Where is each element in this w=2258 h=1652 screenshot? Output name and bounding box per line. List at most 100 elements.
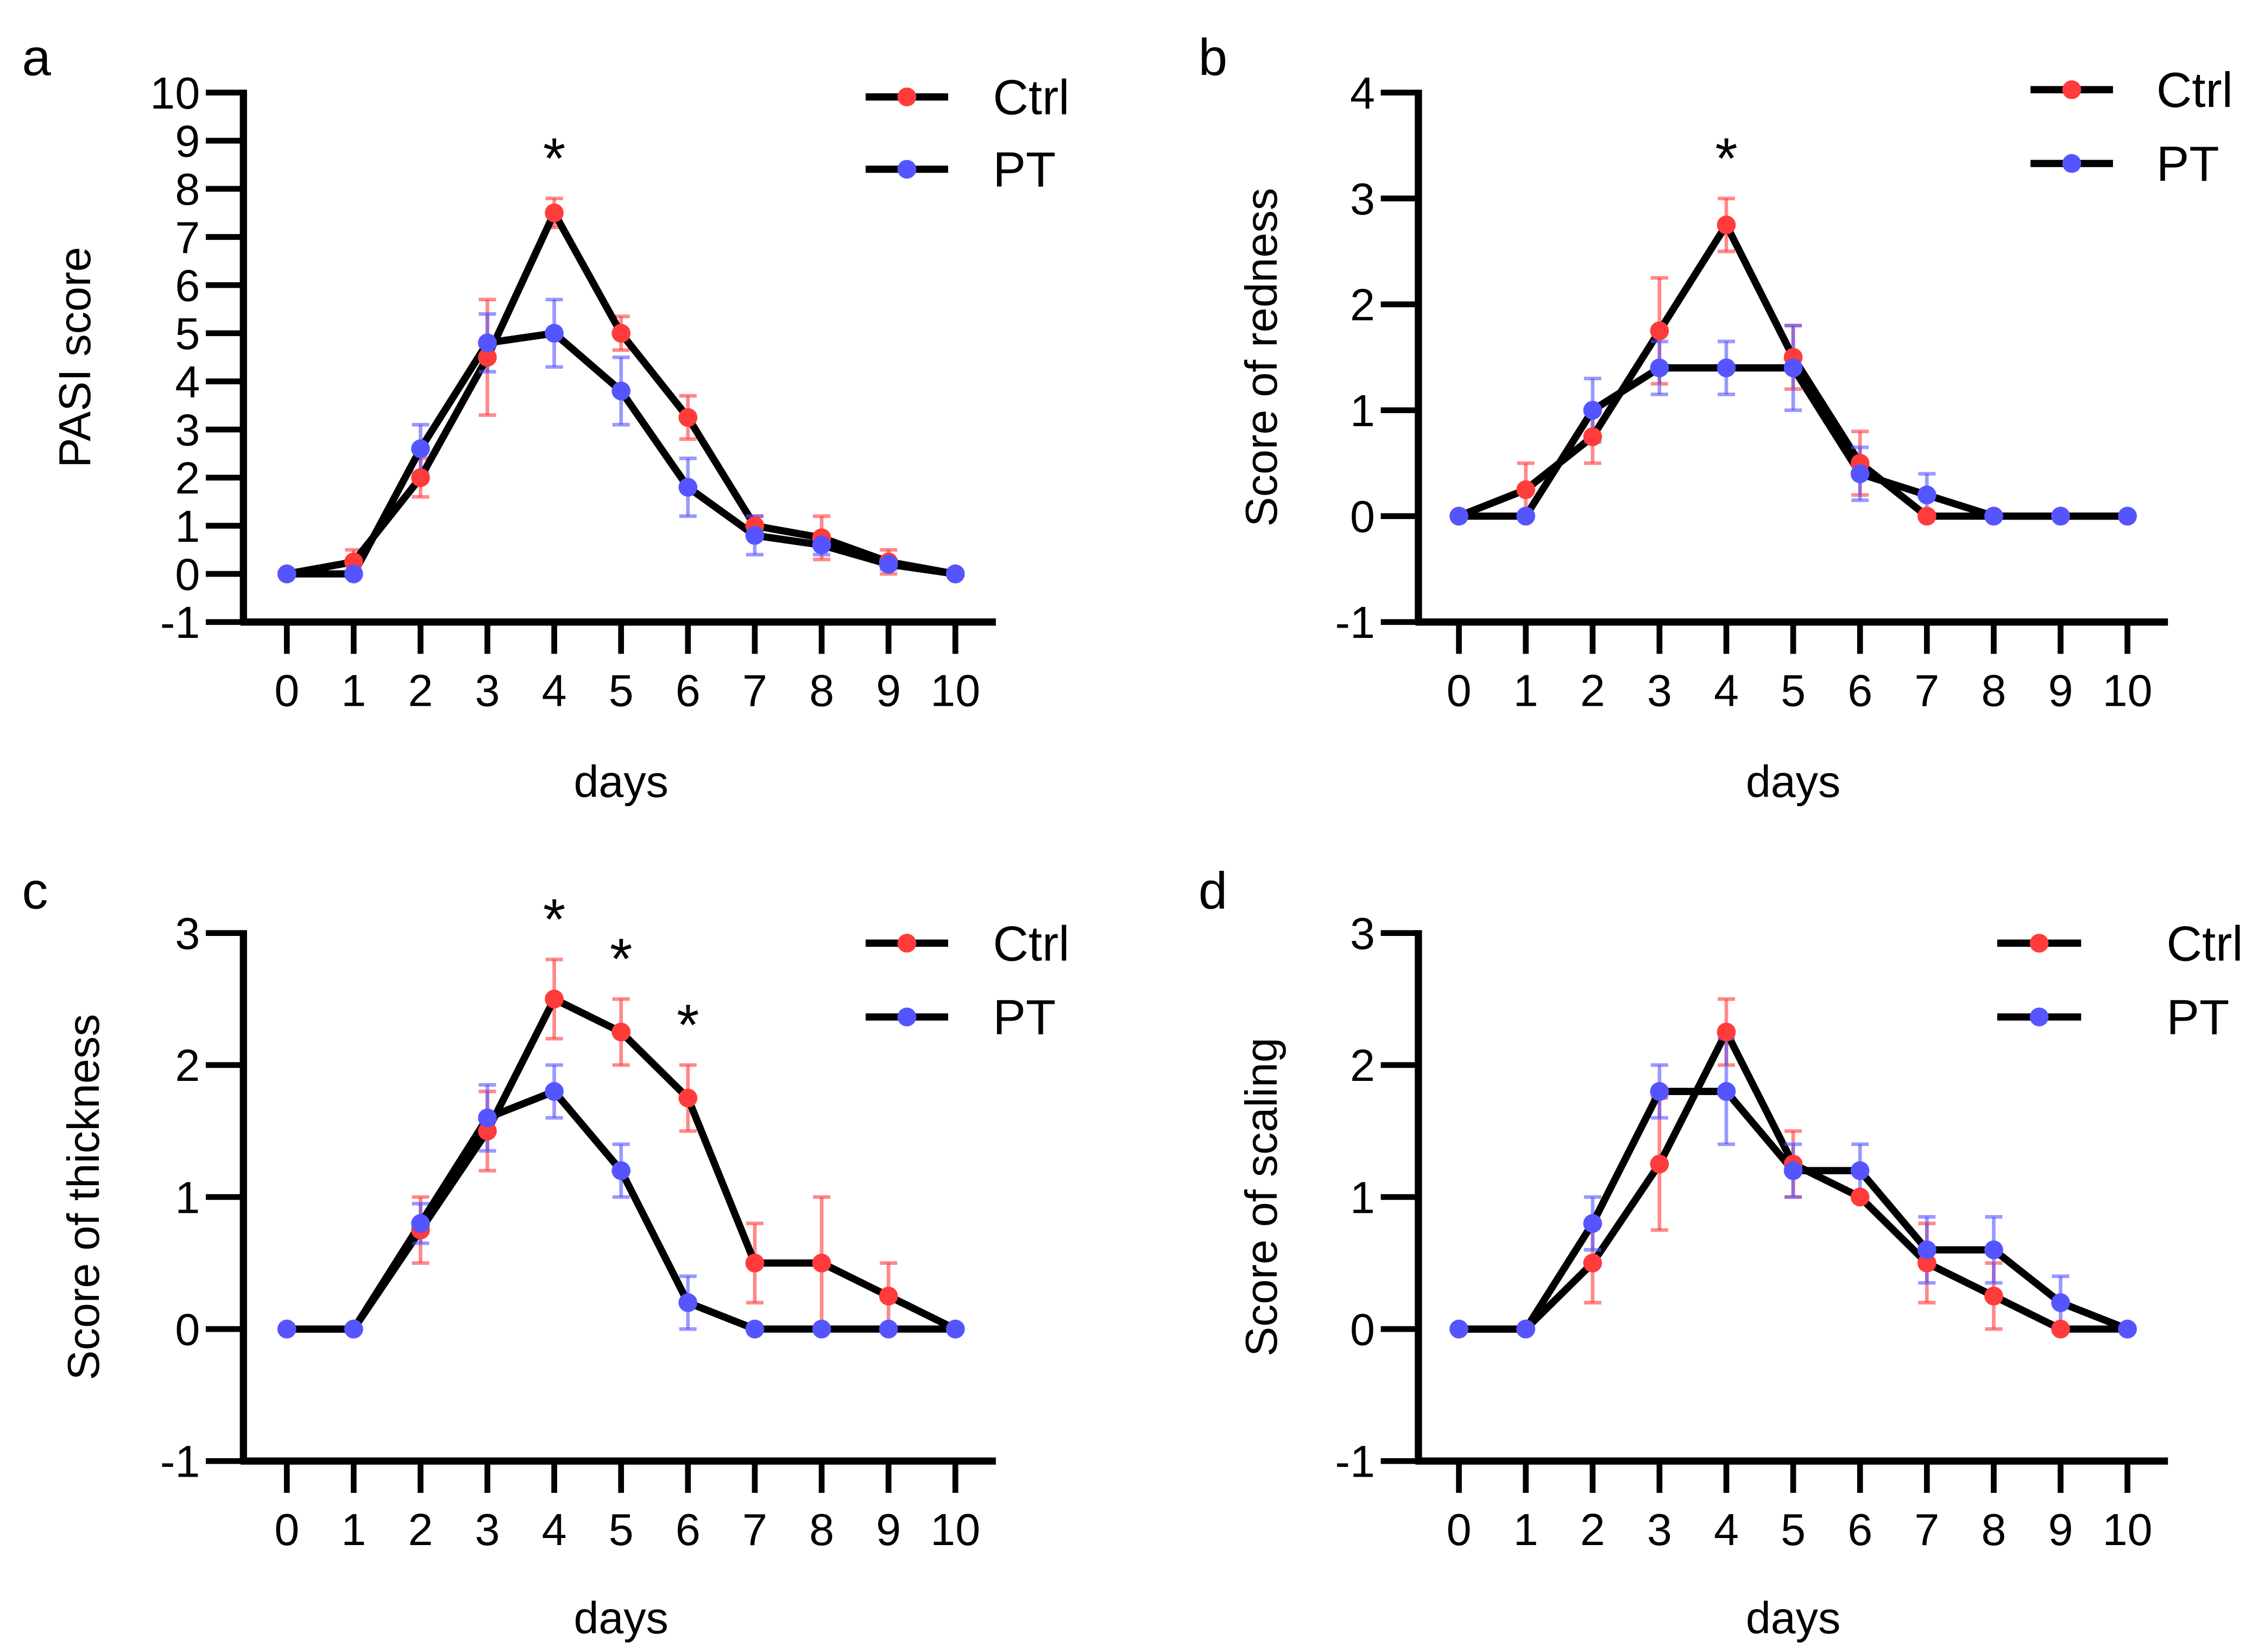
data-point — [1984, 1240, 2003, 1259]
data-point — [1984, 507, 2003, 526]
x-tick-label: 8 — [1981, 1504, 2006, 1555]
y-tick-label: 3 — [175, 404, 200, 455]
y-tick-label: 3 — [175, 908, 200, 959]
y-tick-label: 2 — [175, 453, 200, 503]
x-tick-label: 6 — [676, 1504, 701, 1555]
data-point — [1516, 1319, 1535, 1339]
data-point — [1583, 401, 1603, 420]
data-point — [1917, 485, 1937, 505]
data-point — [2051, 507, 2070, 526]
data-point — [2118, 507, 2137, 526]
x-tick-label: 10 — [930, 1504, 980, 1555]
x-tick-label: 4 — [542, 1504, 567, 1555]
x-tick-label: 2 — [1580, 665, 1605, 716]
series-markers-pt — [1449, 1082, 2137, 1339]
series-line — [287, 1087, 956, 1333]
series-pt — [1459, 1036, 2129, 1333]
panel-label: a — [22, 29, 52, 87]
x-tick-label: 8 — [809, 665, 834, 716]
x-tick-label: 9 — [2048, 665, 2073, 716]
y-tick-label: 0 — [1350, 1304, 1375, 1354]
significance-star: * — [610, 927, 632, 991]
legend-item-ctrl: Ctrl — [2030, 63, 2233, 118]
panel-label: d — [1199, 862, 1227, 920]
y-tick-label: 1 — [175, 501, 200, 552]
data-point — [1917, 1240, 1937, 1259]
data-point — [1650, 358, 1669, 377]
data-point — [745, 1319, 765, 1339]
data-point — [1850, 1161, 1870, 1180]
legend-marker — [2029, 934, 2049, 953]
legend-marker — [2062, 80, 2082, 99]
panel-label: b — [1199, 29, 1227, 87]
y-tick-label: -1 — [160, 597, 200, 648]
data-point — [1583, 1214, 1603, 1233]
x-tick-label: 3 — [1647, 665, 1672, 716]
x-tick-label: 2 — [408, 665, 433, 716]
legend-marker — [2062, 154, 2082, 173]
data-point — [812, 535, 831, 555]
y-tick-label: 9 — [175, 116, 200, 167]
significance-star: * — [543, 126, 565, 191]
x-tick-label: 5 — [1781, 1504, 1806, 1555]
y-tick-label: 4 — [1350, 68, 1375, 118]
data-point — [2118, 1319, 2137, 1339]
data-point — [1984, 1287, 2003, 1306]
data-point — [1783, 1161, 1803, 1180]
data-point — [812, 1319, 831, 1339]
data-point — [545, 1082, 564, 1101]
data-point — [611, 1022, 631, 1042]
data-point — [879, 1287, 898, 1306]
x-tick-label: 9 — [876, 1504, 901, 1555]
x-tick-label: 5 — [609, 665, 634, 716]
x-tick-label: 0 — [1447, 1504, 1472, 1555]
y-tick-label: -1 — [1335, 597, 1375, 648]
x-tick-label: 7 — [742, 665, 767, 716]
x-tick-label: 4 — [1714, 1504, 1739, 1555]
data-point — [2051, 1319, 2070, 1339]
x-tick-label: 5 — [1781, 665, 1806, 716]
x-tick-label: 1 — [1513, 665, 1538, 716]
x-tick-label: 7 — [1914, 665, 1939, 716]
data-point — [1650, 321, 1669, 340]
data-point — [478, 333, 497, 352]
legend-label: PT — [993, 990, 1056, 1045]
legend-label: PT — [993, 143, 1056, 198]
data-point — [1717, 358, 1736, 377]
data-point — [1449, 1319, 1468, 1339]
legend-label: PT — [2167, 990, 2230, 1045]
series-pt — [287, 1063, 956, 1333]
x-tick-label: 0 — [274, 665, 299, 716]
x-axis-label: days — [573, 1592, 668, 1643]
x-axis-label: days — [1746, 756, 1840, 807]
series-markers-pt — [1449, 358, 2137, 526]
data-point — [611, 381, 631, 401]
data-point — [1717, 1082, 1736, 1101]
x-tick-label: 1 — [341, 1504, 366, 1555]
data-point — [611, 324, 631, 343]
data-point — [812, 1254, 831, 1273]
y-tick-label: -1 — [1335, 1436, 1375, 1487]
data-point — [1650, 1154, 1669, 1174]
y-tick-label: -1 — [160, 1436, 200, 1487]
data-point — [1717, 1022, 1736, 1042]
x-tick-label: 8 — [809, 1504, 834, 1555]
y-tick-label: 2 — [175, 1040, 200, 1091]
x-tick-label: 9 — [2048, 1504, 2073, 1555]
data-point — [1449, 507, 1468, 526]
x-tick-label: 0 — [1447, 665, 1472, 716]
data-point — [411, 439, 430, 458]
y-axis-label: Score of scaling — [1236, 1037, 1286, 1357]
y-tick-label: 0 — [175, 1304, 200, 1354]
x-tick-label: 3 — [475, 1504, 500, 1555]
legend-marker — [2029, 1007, 2049, 1027]
data-point — [545, 203, 564, 223]
data-point — [2051, 1293, 2070, 1312]
y-tick-label: 7 — [175, 212, 200, 263]
legend-marker — [897, 1007, 917, 1027]
data-point — [611, 1161, 631, 1180]
data-point — [678, 478, 698, 497]
